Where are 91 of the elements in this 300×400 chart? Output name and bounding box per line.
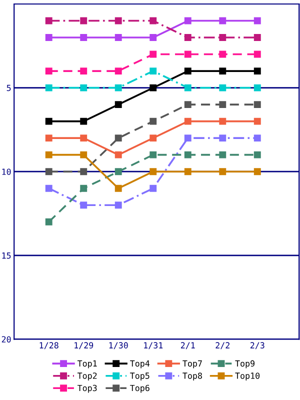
point (184, 101, 192, 108)
point (219, 84, 226, 92)
point (45, 17, 52, 24)
point (184, 134, 192, 142)
point (254, 68, 261, 75)
legend-label: Top2 (77, 372, 97, 380)
point (219, 118, 226, 125)
legend-label: Top7 (182, 360, 202, 368)
point (254, 17, 261, 24)
legend-label: Top4 (130, 360, 150, 368)
point (219, 50, 226, 58)
point (114, 68, 122, 75)
point (114, 34, 122, 41)
point (114, 17, 122, 24)
point (45, 151, 52, 158)
point (45, 84, 52, 92)
point (184, 34, 192, 41)
point (45, 218, 52, 226)
point (45, 184, 52, 192)
x-tick-label: 1/29 (74, 342, 94, 350)
legend-label: Top5 (130, 372, 150, 380)
legend-label: Top9 (235, 360, 254, 368)
point (80, 34, 88, 41)
point (45, 34, 52, 41)
point (80, 151, 88, 158)
point (80, 68, 88, 75)
point (254, 101, 261, 108)
point (114, 168, 122, 176)
x-tick-label: 1/31 (144, 342, 163, 350)
point (80, 134, 88, 142)
point (45, 68, 52, 75)
point (150, 17, 157, 24)
point (219, 68, 226, 75)
point (219, 17, 226, 24)
point (254, 34, 261, 41)
point (150, 168, 157, 176)
point (114, 184, 122, 192)
point (219, 151, 226, 158)
point (150, 68, 157, 75)
point (184, 84, 192, 92)
point (184, 68, 192, 75)
legend-label: Top8 (182, 372, 202, 380)
point (45, 134, 52, 142)
point (254, 151, 261, 158)
point (254, 168, 261, 176)
point (184, 168, 192, 176)
point (184, 151, 192, 158)
point (80, 17, 88, 24)
x-tick-label: 1/28 (40, 342, 58, 350)
point (150, 151, 157, 158)
y-tick-label: 10 (2, 168, 11, 175)
point (114, 84, 122, 92)
point (114, 151, 122, 158)
y-tick-label: 15 (2, 252, 11, 259)
point (45, 118, 52, 125)
x-tick-label: 2/1 (180, 342, 195, 350)
x-tick-label: 1/30 (109, 342, 128, 350)
point (114, 101, 122, 108)
point (80, 184, 88, 192)
legend-label: Top6 (130, 384, 150, 393)
point (184, 118, 192, 125)
point (150, 134, 157, 142)
point (150, 118, 157, 125)
point (150, 184, 157, 192)
point (254, 134, 261, 142)
legend-label: Top1 (77, 360, 97, 368)
point (150, 50, 157, 58)
point (150, 34, 157, 41)
point (219, 134, 226, 142)
y-tick-label: 5 (6, 84, 11, 92)
point (219, 168, 226, 176)
point (184, 50, 192, 58)
point (45, 168, 52, 176)
x-tick-label: 2/2 (216, 342, 230, 350)
point (150, 84, 157, 92)
legend-label: Top10 (235, 372, 260, 380)
point (254, 84, 261, 92)
point (219, 101, 226, 108)
point (114, 202, 122, 209)
point (254, 118, 261, 125)
point (80, 118, 88, 125)
point (114, 134, 122, 142)
point (219, 34, 226, 41)
point (80, 84, 88, 92)
y-tick-label: 20 (2, 336, 11, 343)
legend-label: Top3 (77, 384, 97, 393)
point (184, 17, 192, 24)
x-tick-label: 2/3 (250, 342, 264, 350)
point (254, 50, 261, 58)
point (80, 168, 88, 176)
point (80, 202, 88, 209)
